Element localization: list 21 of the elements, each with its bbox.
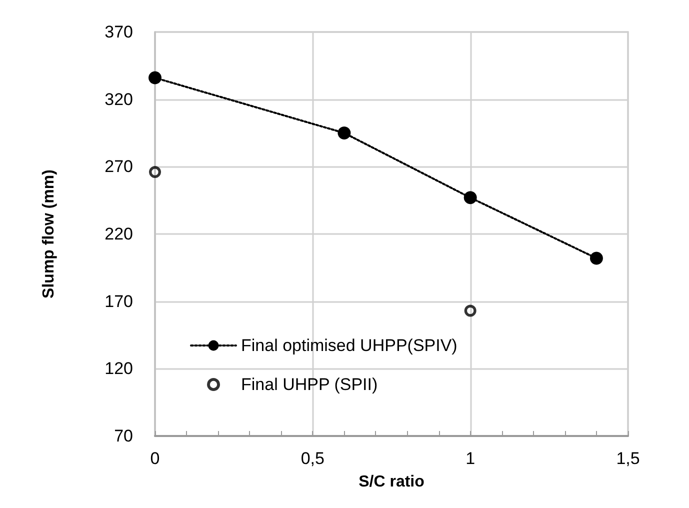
- y-tick-label: 270: [104, 157, 133, 176]
- x-tick-label: 0: [150, 449, 160, 468]
- legend-label: Final optimised UHPP(SPIV): [241, 336, 458, 355]
- x-tick-label: 1,5: [616, 449, 640, 468]
- y-tick-label: 220: [104, 224, 133, 244]
- point: [590, 252, 603, 265]
- y-axis-title: Slump flow (mm): [40, 170, 58, 298]
- legend-label: Final UHPP (SPII): [241, 375, 378, 394]
- point: [149, 166, 161, 178]
- x-tick-label: 1: [466, 449, 476, 468]
- x-axis-title: S/C ratio: [358, 474, 425, 490]
- y-tick-label: 120: [104, 359, 133, 378]
- point: [148, 71, 162, 84]
- y-tick-label: 70: [114, 426, 133, 446]
- x-tick-label: 0,5: [300, 449, 324, 468]
- point: [464, 191, 477, 204]
- point: [464, 304, 476, 317]
- y-tick-label: 170: [104, 292, 133, 311]
- y-tick-label: 320: [104, 90, 133, 109]
- y-tick-label: 370: [104, 22, 133, 42]
- point: [338, 126, 351, 140]
